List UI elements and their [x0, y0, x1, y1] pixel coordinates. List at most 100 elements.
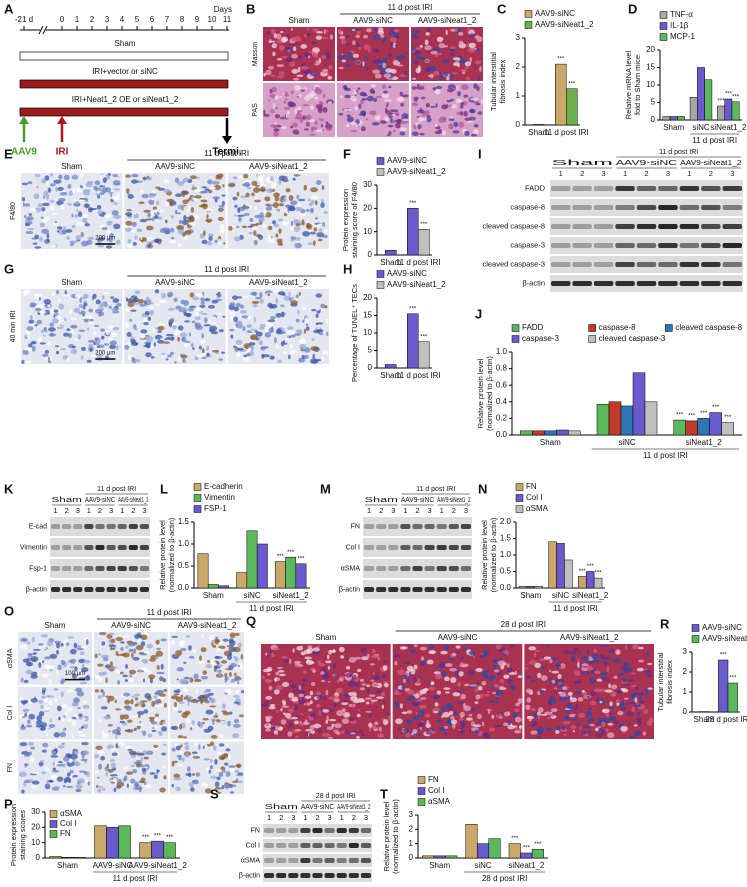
tissue-texture: [135, 786, 143, 790]
tissue-texture: [243, 213, 250, 216]
tissue-texture: [488, 700, 495, 704]
tissue-texture: [426, 50, 430, 53]
tissue-texture: [94, 771, 99, 774]
tissue-texture: [69, 770, 74, 774]
tissue-texture: [94, 180, 101, 186]
tissue-texture: [357, 708, 360, 712]
tissue-texture: [288, 195, 294, 201]
tissue-texture: [643, 708, 649, 715]
legend-label: MCP-1: [670, 32, 695, 41]
tissue-texture: [429, 730, 437, 734]
tissue-texture: [131, 221, 137, 227]
tissue-texture: [236, 302, 241, 307]
tissue-texture: [62, 294, 70, 297]
tissue-texture: [276, 328, 282, 333]
tissue-texture: [628, 678, 634, 682]
tissue-texture: [367, 95, 374, 102]
tissue-texture: [290, 125, 294, 129]
tissue-texture: [302, 354, 309, 360]
tissue-texture: [312, 240, 316, 247]
tissue-texture: [638, 646, 644, 650]
tissue-texture: [254, 206, 258, 211]
tissue-texture: [199, 655, 202, 661]
tissue-texture: [315, 104, 323, 109]
blot-band: [701, 243, 721, 248]
tissue-texture: [100, 689, 104, 693]
tissue-texture: [55, 345, 60, 348]
tissue-texture: [26, 228, 35, 231]
tissue-texture: [298, 292, 301, 296]
tissue-texture: [316, 322, 324, 325]
significance-label: ***: [409, 306, 417, 312]
tissue-texture: [290, 334, 296, 338]
tissue-texture: [349, 720, 357, 724]
panel-letter: E: [4, 146, 13, 161]
tissue-texture: [413, 60, 419, 65]
tissue-texture: [310, 71, 318, 77]
tissue-texture: [352, 40, 356, 46]
tissue-texture: [222, 711, 231, 716]
y-tick-label: 2: [409, 824, 414, 833]
tissue-texture: [67, 183, 72, 189]
tissue-texture: [384, 99, 392, 102]
significance-label: ***: [700, 411, 708, 417]
tissue-texture: [54, 640, 62, 644]
tissue-texture: [149, 306, 154, 309]
tissue-texture: [80, 231, 85, 238]
lane-label: 2: [379, 506, 383, 515]
tissue-texture: [459, 717, 464, 721]
tissue-texture: [212, 196, 221, 200]
tissue-texture: [24, 763, 27, 768]
tissue-texture: [100, 755, 106, 761]
blot-band: [722, 262, 742, 267]
tissue-texture: [599, 700, 603, 704]
tissue-texture: [475, 694, 481, 700]
tissue-texture: [335, 687, 344, 694]
tissue-texture: [28, 741, 35, 746]
bar: [488, 838, 501, 859]
tissue-texture: [535, 736, 542, 739]
tissue-texture: [328, 649, 332, 655]
tissue-texture: [164, 200, 169, 206]
tissue-texture: [40, 704, 44, 710]
tissue-texture: [323, 211, 328, 214]
tissue-texture: [75, 234, 81, 241]
tissue-texture: [351, 703, 354, 708]
tissue-texture: [238, 780, 243, 784]
tissue-texture: [442, 712, 451, 718]
tissue-texture: [246, 324, 252, 329]
tissue-texture: [99, 185, 103, 188]
lane-label: 2: [580, 169, 584, 178]
tissue-texture: [530, 724, 534, 728]
tissue-texture: [98, 719, 102, 724]
bar: [620, 405, 634, 436]
tissue-texture: [209, 741, 215, 746]
tissue-texture: [394, 661, 398, 666]
y-tick-label: 1: [683, 687, 688, 696]
tissue-texture: [352, 91, 358, 95]
tissue-texture: [272, 51, 276, 57]
tissue-texture: [277, 726, 283, 732]
tissue-texture: [532, 720, 538, 726]
column-label: AAV9-siNC: [155, 278, 195, 287]
tissue-texture: [621, 672, 624, 677]
tissue-texture: [160, 292, 167, 299]
tissue-texture: [436, 690, 442, 695]
tissue-texture: [392, 59, 399, 66]
tissue-texture: [89, 318, 94, 323]
tissue-texture: [275, 33, 282, 40]
tissue-texture: [50, 760, 54, 767]
tissue-texture: [440, 706, 447, 712]
x-tick-label: Sham: [380, 371, 401, 380]
tissue-texture: [418, 85, 425, 88]
lane-label: 3: [109, 506, 113, 515]
tissue-texture: [279, 45, 283, 51]
tissue-texture: [279, 95, 283, 98]
tissue-texture: [53, 688, 59, 691]
tissue-texture: [87, 207, 93, 213]
blot-band: [412, 524, 423, 529]
bar: [285, 556, 297, 589]
tissue-texture: [225, 668, 231, 671]
tissue-texture: [162, 227, 171, 232]
tissue-texture: [125, 212, 133, 217]
